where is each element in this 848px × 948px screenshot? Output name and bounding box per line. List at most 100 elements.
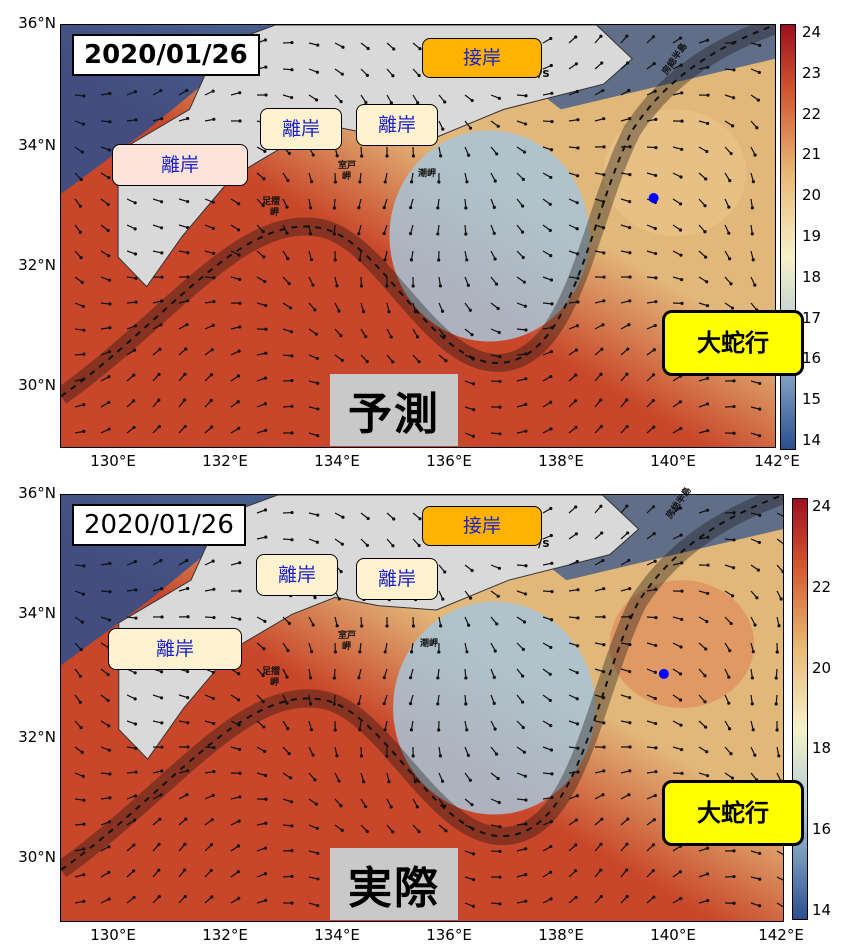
current-vector-head [651, 843, 656, 847]
lon-label: 136°E [426, 452, 472, 470]
current-vector-head [524, 798, 528, 802]
current-vector-head [520, 700, 525, 704]
lon-label: 142°E [754, 452, 800, 470]
current-vector-head [750, 232, 754, 236]
current-vector-head [81, 122, 86, 126]
current-vector-head [132, 373, 136, 377]
current-vector-head [574, 532, 578, 536]
current-vector-head [599, 894, 603, 899]
current-vector-head [80, 620, 84, 624]
current-vector-head [575, 559, 579, 564]
current-vector-head [333, 650, 337, 654]
current-vector-head [703, 700, 707, 704]
current-vector-head [520, 230, 525, 234]
colorbar-tick: 17 [802, 308, 822, 327]
current-vector-head [654, 746, 658, 750]
current-vector-head [679, 896, 683, 901]
current-vector-head [706, 899, 710, 903]
current-vector-head [159, 89, 163, 93]
current-vector-head [160, 745, 164, 749]
current-vector-head [498, 875, 502, 879]
current-vector-head [443, 570, 447, 574]
current-vector-head [678, 672, 683, 676]
current-vector-head [385, 754, 389, 758]
current-vector-head [549, 350, 553, 354]
current-vector-head [758, 877, 762, 881]
current-vector-head [238, 301, 242, 305]
velocity-unit: /s [538, 66, 550, 80]
current-vector-head [732, 901, 736, 905]
current-vector-head [550, 772, 554, 776]
current-vector-head [211, 200, 215, 204]
current-vector-head [289, 800, 294, 804]
current-vector-head [238, 795, 242, 799]
current-vector-head [78, 204, 83, 208]
current-vector-head [520, 674, 525, 678]
current-vector-head [382, 675, 386, 680]
current-vector-head [316, 903, 320, 908]
current-vector-head [548, 202, 552, 206]
current-vector-head [750, 676, 754, 680]
current-vector-head [492, 701, 496, 705]
current-vector-head [80, 750, 84, 754]
current-vector-head [134, 616, 138, 620]
current-vector-head [287, 151, 291, 156]
current-vector-head [339, 569, 343, 574]
current-vector-head [464, 232, 468, 236]
current-vector-head [314, 98, 319, 102]
observation-map [60, 494, 784, 922]
current-vector-head [316, 877, 320, 881]
current-vector-head [492, 231, 496, 235]
current-vector-head [264, 821, 268, 825]
observation-point [658, 668, 669, 679]
current-vector-head [550, 91, 554, 95]
current-vector-head [441, 597, 445, 601]
current-vector-head [751, 180, 755, 184]
current-vector-head [758, 381, 762, 386]
current-vector-head [264, 428, 268, 433]
current-vector-head [332, 676, 336, 680]
current-vector-head [134, 276, 138, 280]
current-vector-head [262, 255, 266, 259]
warm-patch [603, 109, 747, 236]
current-vector-head [107, 400, 111, 405]
current-vector-head [362, 310, 366, 314]
current-vector-head [263, 619, 267, 623]
current-vector-head [729, 752, 733, 756]
current-vector-head [263, 38, 268, 42]
current-vector-head [365, 359, 369, 364]
current-vector-head [337, 597, 341, 601]
current-vector-head [313, 308, 317, 312]
current-vector-head [133, 90, 137, 94]
current-vector-head [679, 426, 683, 431]
current-vector-head [493, 179, 497, 183]
current-vector-head [157, 842, 161, 846]
current-vector-head [339, 804, 343, 808]
current-vector-head [211, 89, 215, 93]
current-vector-head [549, 618, 554, 622]
current-vector-head [237, 349, 241, 353]
current-vector-head [627, 88, 631, 93]
place-ashizuri-misaki: 岬 [270, 208, 280, 218]
colorbar-tick: 23 [802, 63, 822, 82]
callout-setsugan: 接岸 [422, 506, 542, 546]
current-vector-head [186, 586, 190, 591]
current-vector-head [705, 872, 710, 876]
current-vector-head [436, 232, 440, 236]
current-vector-head [758, 851, 762, 856]
current-vector-head [602, 299, 606, 303]
current-vector-head [599, 842, 603, 846]
current-vector-head [751, 650, 755, 654]
current-vector-head [705, 508, 710, 512]
current-vector-head [316, 851, 320, 855]
current-vector-head [575, 671, 579, 675]
colorbar-tick: 15 [802, 390, 822, 409]
current-vector-head [573, 399, 578, 403]
current-vector-head [678, 506, 683, 510]
current-vector-head [576, 118, 580, 122]
current-vector-head [385, 154, 389, 158]
current-vector-head [82, 798, 86, 802]
current-vector-head [599, 34, 603, 38]
current-vector-head [466, 753, 470, 757]
current-vector-head [654, 173, 658, 178]
